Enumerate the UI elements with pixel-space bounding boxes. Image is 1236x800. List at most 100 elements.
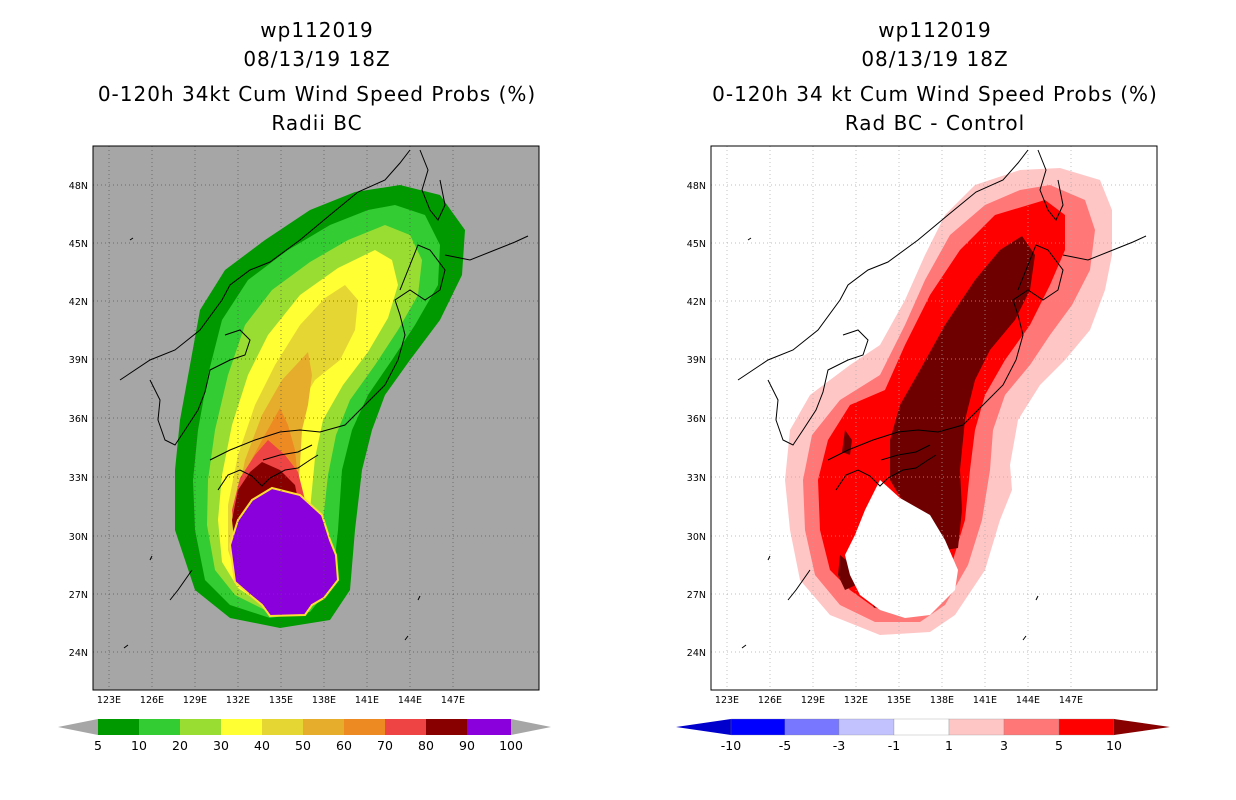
lon-label: 141E — [973, 695, 997, 706]
left-colorbar-box — [385, 719, 426, 735]
lon-label: 141E — [355, 695, 379, 706]
lon-label: 144E — [1016, 695, 1040, 706]
lon-label: 132E — [226, 695, 250, 706]
colorbar-label: 10 — [1106, 738, 1122, 753]
left-panel-title: wp112019 08/13/19 18Z 0-120h 34kt Cum Wi… — [92, 16, 542, 138]
colorbar-label: 40 — [254, 738, 270, 753]
right-title-storm-id: wp112019 — [878, 18, 992, 42]
colorbar-label: 1 — [945, 738, 953, 753]
lon-label: 147E — [1059, 695, 1083, 706]
lat-label: 36N — [69, 414, 88, 425]
lat-label: 48N — [69, 181, 88, 192]
lon-label: 144E — [398, 695, 422, 706]
left-colorbar-box — [426, 719, 467, 735]
lat-label: 24N — [687, 648, 706, 659]
left-title-subtitle: Radii BC — [271, 111, 363, 135]
right-colorbar-box — [838, 718, 895, 736]
left-grid — [93, 146, 539, 690]
lon-label: 129E — [183, 695, 207, 706]
lat-label: 33N — [69, 473, 88, 484]
right-colorbar-box — [1003, 718, 1060, 736]
lat-label: 33N — [687, 473, 706, 484]
colorbar-label: 70 — [377, 738, 393, 753]
right-colorbar-high-arrow — [1114, 719, 1170, 735]
right-grid — [711, 146, 1157, 690]
right-diff-neutral-core — [845, 480, 958, 618]
lon-label: 135E — [887, 695, 911, 706]
colorbar-label: 80 — [418, 738, 434, 753]
right-diff-10plus — [890, 236, 1035, 550]
lat-label: 30N — [687, 532, 706, 543]
right-lat-labels: 48N 45N 42N 39N 36N 33N 30N 27N 24N — [687, 181, 706, 659]
left-lat-labels: 48N 45N 42N 39N 36N 33N 30N 27N 24N — [69, 181, 88, 659]
colorbar-label: 5 — [94, 738, 102, 753]
lon-label: 126E — [758, 695, 782, 706]
left-colorbar-box — [467, 719, 511, 735]
right-map: 48N 45N 42N 39N 36N 33N 30N 27N 24N 123E… — [687, 145, 1158, 706]
right-panel-title: wp112019 08/13/19 18Z 0-120h 34 kt Cum W… — [710, 16, 1160, 138]
lat-label: 27N — [687, 590, 706, 601]
left-lon-labels: 123E 126E 129E 132E 135E 138E 141E 144E … — [97, 695, 465, 706]
right-colorbar-box — [948, 718, 1005, 736]
right-colorbar-box — [784, 718, 840, 736]
lat-label: 27N — [69, 590, 88, 601]
colorbar-label: 5 — [1055, 738, 1063, 753]
right-colorbar-box — [893, 718, 950, 736]
lat-label: 48N — [687, 181, 706, 192]
colorbar-label: -5 — [779, 738, 791, 753]
left-title-storm-id: wp112019 — [260, 18, 374, 42]
left-map: 48N 45N 42N 39N 36N 33N 30N 27N 24N 123E… — [69, 145, 540, 706]
right-colorbar: -10 -5 -3 -1 1 3 5 10 — [676, 718, 1170, 753]
lon-label: 123E — [97, 695, 121, 706]
right-colorbar-box — [1058, 718, 1115, 736]
left-colorbar: 5 10 20 30 40 50 60 70 80 90 100 — [58, 719, 551, 753]
colorbar-label: 50 — [295, 738, 311, 753]
right-colorbar-low-arrow — [676, 719, 731, 735]
lon-label: 129E — [801, 695, 825, 706]
colorbar-label: 90 — [459, 738, 475, 753]
lon-label: 147E — [441, 695, 465, 706]
colorbar-label: 10 — [131, 738, 147, 753]
lat-label: 39N — [687, 355, 706, 366]
lat-label: 45N — [687, 239, 706, 250]
left-colorbar-box — [180, 719, 221, 735]
colorbar-label: 100 — [499, 738, 523, 753]
right-title-subtitle: Rad BC - Control — [844, 111, 1026, 135]
left-colorbar-box — [262, 719, 303, 735]
colorbar-label: -1 — [888, 738, 900, 753]
lat-label: 30N — [69, 532, 88, 543]
left-colorbar-box — [139, 719, 180, 735]
lon-label: 135E — [269, 695, 293, 706]
lat-label: 24N — [69, 648, 88, 659]
right-title-date: 08/13/19 18Z — [861, 47, 1009, 71]
right-title-product: 0-120h 34 kt Cum Wind Speed Probs (%) — [712, 82, 1158, 106]
left-prob-90-100 — [228, 486, 340, 618]
left-colorbar-box — [221, 719, 262, 735]
left-title-date: 08/13/19 18Z — [243, 47, 391, 71]
lon-label: 123E — [715, 695, 739, 706]
lat-label: 42N — [687, 297, 706, 308]
colorbar-label: -3 — [833, 738, 845, 753]
colorbar-label: 60 — [336, 738, 352, 753]
colorbar-label: 3 — [1000, 738, 1008, 753]
lon-label: 138E — [930, 695, 954, 706]
lon-label: 126E — [140, 695, 164, 706]
right-lon-labels: 123E 126E 129E 132E 135E 138E 141E 144E … — [715, 695, 1083, 706]
lon-label: 138E — [312, 695, 336, 706]
colorbar-label: 30 — [213, 738, 229, 753]
lat-label: 45N — [69, 239, 88, 250]
left-colorbar-box — [98, 719, 139, 735]
lat-label: 36N — [687, 414, 706, 425]
left-colorbar-low-arrow — [58, 719, 98, 735]
right-colorbar-box — [730, 718, 786, 736]
colorbar-label: 20 — [172, 738, 188, 753]
left-colorbar-box — [344, 719, 385, 735]
lon-label: 132E — [844, 695, 868, 706]
colorbar-label: -10 — [721, 738, 741, 753]
left-title-product: 0-120h 34kt Cum Wind Speed Probs (%) — [97, 82, 537, 106]
left-colorbar-high-arrow — [511, 719, 551, 735]
lat-label: 42N — [69, 297, 88, 308]
lat-label: 39N — [69, 355, 88, 366]
left-colorbar-box — [303, 719, 344, 735]
